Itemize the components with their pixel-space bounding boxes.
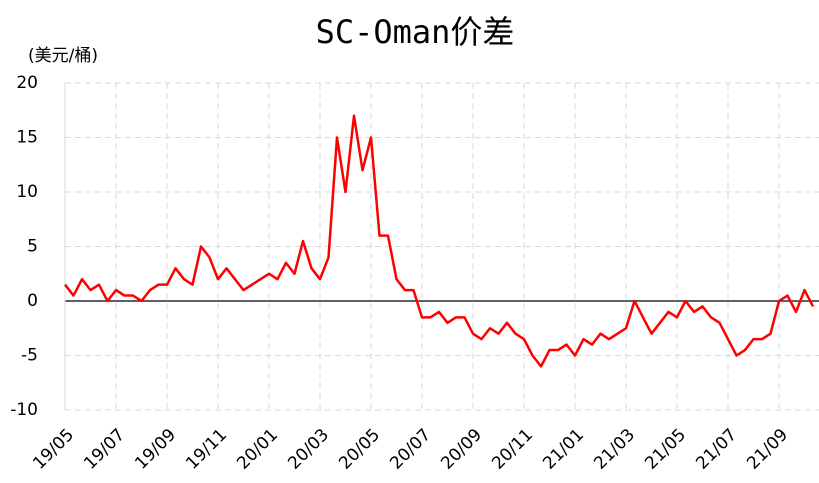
x-tick-label: 19/09 [131, 425, 180, 474]
x-tick-label: 21/09 [743, 425, 792, 474]
y-tick-label: -5 [21, 346, 38, 366]
chart-title: SC-Oman价差 [316, 13, 515, 51]
x-tick-label: 21/05 [641, 425, 690, 474]
x-tick-label: 20/11 [488, 425, 537, 474]
x-tick-label: 20/07 [386, 425, 435, 474]
x-tick-label: 19/11 [182, 425, 231, 474]
y-tick-label: -10 [10, 400, 38, 420]
x-tick-label: 20/01 [233, 425, 282, 474]
y-tick-label: 5 [27, 237, 38, 257]
x-tick-label: 19/05 [29, 425, 78, 474]
y-tick-label: 15 [16, 128, 38, 148]
y-tick-label: 20 [16, 73, 38, 93]
x-tick-label: 21/07 [692, 425, 741, 474]
x-tick-label: 21/03 [590, 425, 639, 474]
x-tick-label: 19/07 [80, 425, 129, 474]
x-tick-label: 20/05 [335, 425, 384, 474]
x-tick-label: 20/03 [284, 425, 333, 474]
y-tick-label: 0 [27, 291, 38, 311]
x-tick-label: 20/09 [437, 425, 486, 474]
x-tick-label: 21/01 [539, 425, 588, 474]
y-axis-label: (美元/桶) [28, 46, 98, 66]
line-series [64, 114, 815, 368]
y-tick-label: 10 [16, 182, 38, 202]
